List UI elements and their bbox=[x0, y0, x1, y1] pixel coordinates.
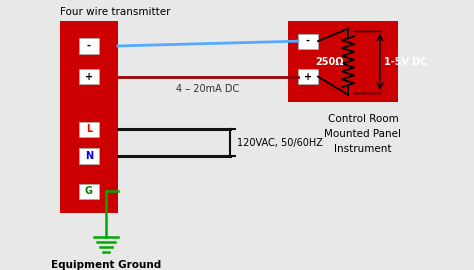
Text: 4 – 20mA DC: 4 – 20mA DC bbox=[176, 84, 240, 94]
Text: 250Ω: 250Ω bbox=[316, 57, 344, 67]
Text: +: + bbox=[304, 72, 312, 82]
Text: -: - bbox=[87, 41, 91, 51]
Bar bbox=[79, 38, 99, 54]
Text: G: G bbox=[85, 187, 93, 197]
Bar bbox=[79, 122, 99, 137]
Text: Control Room
Mounted Panel
Instrument: Control Room Mounted Panel Instrument bbox=[325, 114, 401, 154]
Text: N: N bbox=[85, 151, 93, 161]
Text: Four wire transmitter: Four wire transmitter bbox=[60, 7, 171, 17]
Bar bbox=[288, 21, 398, 102]
Text: Equipment Ground: Equipment Ground bbox=[51, 260, 161, 270]
Bar bbox=[79, 148, 99, 164]
Bar bbox=[298, 33, 318, 49]
Text: 1-5V DC: 1-5V DC bbox=[384, 57, 428, 67]
Bar bbox=[60, 21, 118, 212]
Text: L: L bbox=[86, 124, 92, 134]
Bar bbox=[298, 69, 318, 84]
Bar bbox=[79, 69, 99, 84]
Text: -: - bbox=[306, 36, 310, 46]
Text: 120VAC, 50/60HZ: 120VAC, 50/60HZ bbox=[237, 138, 323, 148]
Bar bbox=[79, 184, 99, 199]
Text: +: + bbox=[85, 72, 93, 82]
